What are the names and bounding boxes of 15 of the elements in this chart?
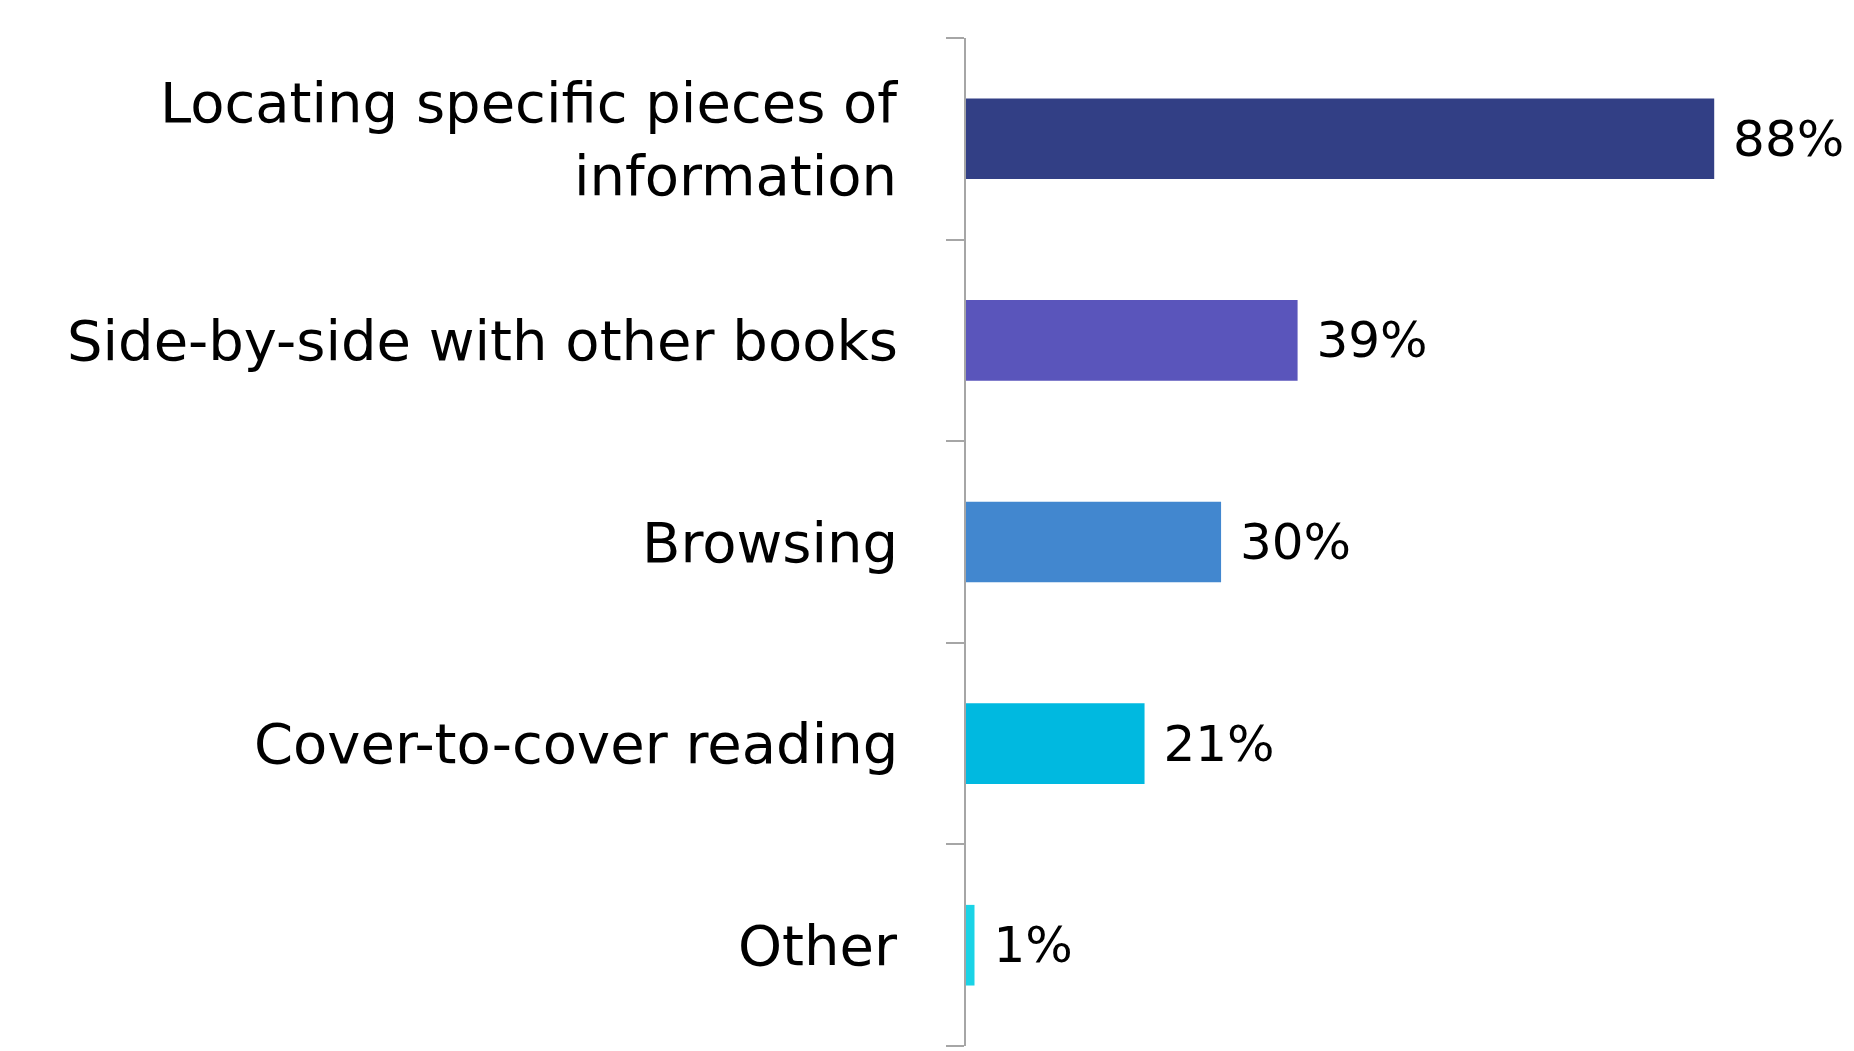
data-label: 30% (1224, 513, 1352, 571)
data-label: 88% (1717, 109, 1845, 168)
y-tick-label: Cover-to-cover reading (254, 711, 899, 776)
bar (966, 300, 1298, 381)
data-label: 21% (1147, 714, 1275, 773)
y-tick-label: Locating specific pieces of information (160, 70, 899, 208)
y-tick-label: Browsing (642, 510, 899, 575)
bar (966, 904, 975, 986)
bar (966, 501, 1222, 583)
y-tick-label: Side-by-side with other books (67, 308, 899, 373)
bar (966, 703, 1145, 784)
data-label: 39% (1300, 311, 1428, 370)
y-tick-label: Other (738, 913, 898, 978)
bar (966, 98, 1715, 180)
data-label: 1% (977, 916, 1073, 975)
